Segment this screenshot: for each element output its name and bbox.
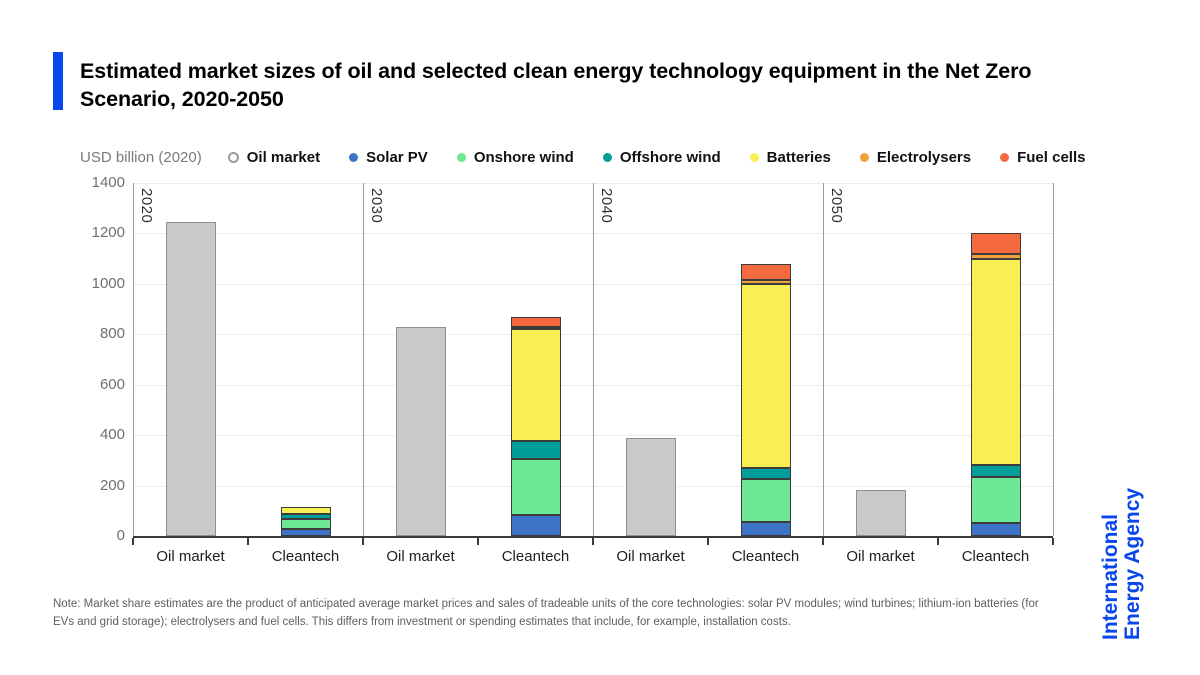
cleantech-segment-offshore-wind — [280, 514, 331, 520]
x-axis-tick — [592, 538, 594, 545]
cleantech-segment-batteries — [510, 329, 561, 442]
legend-label: Electrolysers — [876, 148, 972, 166]
electrolysers-legend-dot — [859, 152, 869, 162]
x-axis-line — [133, 536, 1053, 538]
oil-market-legend-dot — [227, 151, 239, 163]
y-axis-tick-label: 400 — [99, 426, 125, 444]
y-axis-tick-label: 800 — [99, 325, 125, 343]
legend-label: Onshore wind — [473, 148, 574, 166]
y-axis-tick-label: 1400 — [91, 174, 125, 191]
legend-label: Offshore wind — [619, 148, 721, 166]
y-axis-tick-label: 1200 — [91, 224, 125, 242]
cleantech-segment-batteries — [280, 506, 331, 515]
y-axis-unit-label: USD billion (2020) — [80, 148, 202, 166]
footnote: Note: Market share estimates are the pro… — [53, 598, 1039, 628]
x-axis-tick — [477, 538, 479, 545]
x-axis-category-label: Cleantech — [271, 548, 340, 565]
cleantech-segment-batteries — [970, 258, 1021, 466]
solar-pv-legend-dot — [349, 152, 359, 162]
iea-logo-text: International Energy Agency — [1099, 440, 1146, 640]
cleantech-segment-offshore-wind — [970, 465, 1021, 477]
cleantech-segment-onshore-wind — [280, 519, 331, 530]
year-label: 2030 — [368, 188, 385, 224]
x-axis-tick — [132, 538, 134, 545]
oil-market-bar — [855, 490, 906, 536]
oil-market-bar — [165, 222, 216, 536]
legend: USD billion (2020) Oil market Solar PV Ons… — [80, 146, 1140, 168]
cleantech-segment-fuel-cells — [740, 263, 791, 281]
y-axis-tick-label: 200 — [99, 476, 125, 494]
x-axis-tick — [362, 538, 364, 545]
group-separator-line — [823, 183, 824, 536]
cleantech-segment-onshore-wind — [740, 479, 791, 523]
group-separator-line — [363, 183, 364, 536]
year-label: 2040 — [598, 188, 615, 224]
legend-item: Electrolysers — [859, 148, 972, 166]
x-axis-tick — [1052, 538, 1054, 545]
year-label: 2050 — [828, 188, 845, 224]
iea-logo-line2: Energy Agency — [1121, 487, 1144, 640]
x-axis-tick — [822, 538, 824, 545]
x-axis-tick — [247, 538, 249, 545]
x-axis-category-label: Cleantech — [731, 548, 800, 565]
legend-item: Oil market — [227, 148, 321, 166]
y-axis-tick-label: 600 — [99, 375, 125, 393]
x-axis-category-label: Oil market — [156, 548, 225, 565]
cleantech-segment-solar-pv — [740, 522, 791, 536]
onshore-wind-legend-dot — [456, 152, 466, 162]
fuel-cells-legend-dot — [1000, 152, 1010, 162]
legend-label: Fuel cells — [1017, 148, 1086, 166]
group-separator-line — [593, 183, 594, 536]
group-separator-line — [133, 183, 134, 536]
oil-market-bar — [625, 437, 676, 536]
legend-item: Offshore wind — [602, 148, 721, 166]
x-axis-category-label: Oil market — [846, 548, 915, 565]
x-axis-tick — [937, 538, 939, 545]
year-label: 2020 — [138, 188, 155, 224]
page-title: Estimated market sizes of oil and select… — [80, 59, 1032, 111]
cleantech-segment-solar-pv — [970, 523, 1021, 536]
legend-label: Batteries — [766, 148, 831, 166]
x-axis-tick — [707, 538, 709, 545]
cleantech-segment-solar-pv — [280, 529, 331, 536]
cleantech-segment-offshore-wind — [510, 441, 561, 460]
batteries-legend-dot — [749, 152, 759, 162]
legend-item: Batteries — [749, 148, 831, 166]
group-separator-line — [1053, 183, 1054, 536]
cleantech-segment-electrolysers — [970, 253, 1021, 259]
cleantech-segment-batteries — [740, 283, 791, 468]
x-axis-category-label: Oil market — [616, 548, 685, 565]
cleantech-segment-electrolysers — [740, 280, 791, 284]
title-accent-bar — [53, 52, 63, 110]
y-axis-tick-label: 0 — [116, 527, 125, 544]
x-axis-category-label: Oil market — [386, 548, 455, 565]
offshore-wind-legend-dot — [602, 152, 612, 162]
legend-label: Solar PV — [366, 148, 428, 166]
y-axis-tick-label: 1000 — [91, 274, 125, 292]
cleantech-segment-electrolysers — [510, 326, 561, 330]
legend-label: Oil market — [246, 148, 321, 166]
legend-item: Onshore wind — [456, 148, 574, 166]
cleantech-segment-onshore-wind — [510, 459, 561, 515]
legend-items: Oil market Solar PV Onshore wind Offshore w… — [227, 148, 1085, 166]
x-axis-category-label: Cleantech — [501, 548, 570, 565]
legend-item: Solar PV — [349, 149, 428, 166]
cleantech-segment-fuel-cells — [970, 233, 1021, 254]
x-axis-category-label: Cleantech — [961, 548, 1030, 565]
cleantech-segment-solar-pv — [510, 514, 561, 536]
legend-item: Fuel cells — [1000, 149, 1085, 166]
oil-market-bar — [395, 326, 446, 536]
cleantech-segment-onshore-wind — [970, 476, 1021, 524]
cleantech-segment-offshore-wind — [740, 467, 791, 480]
iea-logo-line1: International — [1099, 513, 1122, 640]
cleantech-segment-fuel-cells — [510, 316, 561, 327]
